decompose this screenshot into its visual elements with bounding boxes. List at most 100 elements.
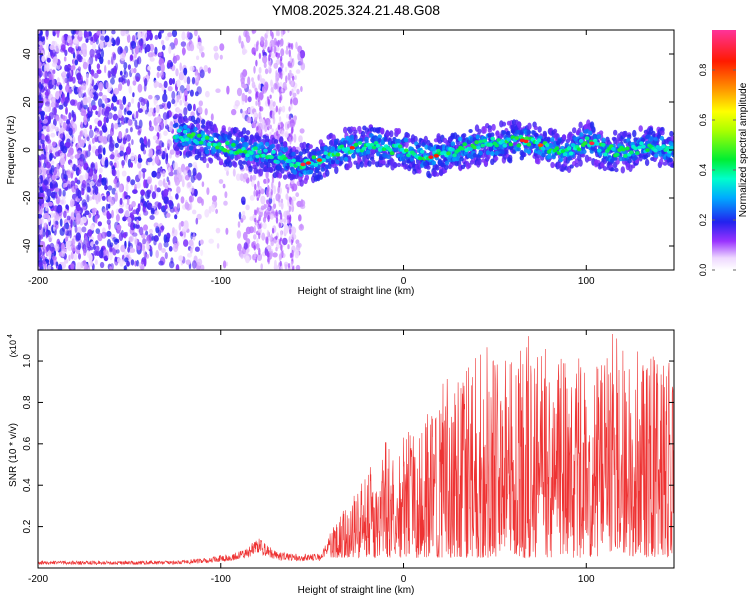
spectrogram-noise-dot <box>125 128 129 134</box>
spectrogram-signal-cell <box>323 146 328 152</box>
spectrogram-signal-cell <box>506 137 512 142</box>
spectrogram-noise-dot <box>168 78 173 86</box>
spectrogram-noise-dot <box>50 179 56 189</box>
spectrogram-noise-dot <box>66 70 71 78</box>
spectrogram-noise-dot <box>40 175 43 185</box>
spectrogram-noise-dot <box>95 240 99 245</box>
spectrogram-noise-dot <box>62 114 66 120</box>
spectrogram-noise-dot <box>153 222 159 228</box>
spectrogram-noise-dot <box>55 90 60 100</box>
spectrogram-noise-dot <box>109 251 113 261</box>
spectrogram-noise-dot <box>98 249 104 259</box>
spectrogram-noise-dot <box>44 106 50 113</box>
spectrogram-signal-cell <box>516 143 522 148</box>
spectrogram-noise-dot <box>98 195 101 203</box>
spectrogram-signal-cell <box>544 143 550 148</box>
spectrogram-noise-dot <box>246 116 252 124</box>
spectrogram-noise-dot <box>235 173 241 181</box>
spectrogram-noise-dot <box>171 30 178 38</box>
spectrogram-signal-cell <box>279 136 284 144</box>
snr-y-tick-label: 0.4 <box>22 478 33 492</box>
spectrogram-signal-cell <box>490 136 496 141</box>
spectrogram-noise-dot <box>145 44 151 53</box>
spectrogram-noise-dot <box>112 169 117 177</box>
spectrogram-noise-dot <box>279 95 282 104</box>
spectrogram-noise-dot <box>61 146 68 154</box>
spectrogram-noise-dot <box>116 169 120 179</box>
spectrogram-noise-dot <box>91 79 95 87</box>
spectrogram-noise-dot <box>115 214 120 222</box>
spectrogram-noise-dot <box>262 222 267 230</box>
spectrogram-noise-dot <box>96 49 101 56</box>
spectrogram-noise-dot <box>99 130 103 136</box>
spectrogram-noise-dot <box>63 183 66 188</box>
spectrogram-noise-dot <box>44 135 50 142</box>
spectrogram-noise-dot <box>112 53 117 61</box>
spectrogram-signal-cell <box>205 149 210 155</box>
spectrogram-signal-cell <box>245 153 250 158</box>
spectrogram-noise-dot <box>71 238 75 248</box>
spectrogram-noise-dot <box>189 202 193 210</box>
spectrogram-noise-dot <box>86 264 90 270</box>
spectrogram-signal-cell <box>561 134 567 140</box>
spectrogram-noise-dot <box>295 41 298 50</box>
spectrogram-signal-cell <box>550 161 555 169</box>
spectrogram-noise-dot <box>91 105 97 111</box>
spectrogram-signal-cell <box>641 144 646 149</box>
spectrogram-noise-dot <box>192 161 198 169</box>
spectrogram-noise-dot <box>197 106 203 114</box>
spectrogram-signal-cell <box>501 130 507 136</box>
spectrogram-noise-dot <box>105 81 109 89</box>
spectrogram-signal-cell <box>289 162 295 167</box>
spectrogram-noise-dot <box>285 49 289 55</box>
spectrogram-signal-cell <box>670 135 674 142</box>
spectrogram-signal-cell <box>403 137 409 143</box>
spectrogram-noise-dot <box>146 202 153 210</box>
spectrogram-noise-dot <box>72 253 78 261</box>
spectrogram-noise-dot <box>279 89 282 98</box>
spectrogram-noise-dot <box>119 197 123 206</box>
spectrogram-signal-cell <box>594 141 600 146</box>
spectrogram-signal-cell <box>284 146 289 152</box>
spectrogram-noise-dot <box>284 66 288 73</box>
spectrogram-noise-dot <box>94 130 98 138</box>
spectrogram-noise-dot <box>150 207 155 215</box>
spectrogram-noise-dot <box>38 205 43 215</box>
spectrogram-noise-dot <box>187 181 192 188</box>
spectrogram-noise-dot <box>234 100 240 107</box>
spectrogram-noise-dot <box>45 144 48 153</box>
spectrogram-signal-cell <box>440 154 445 159</box>
spectrogram-signal-cell <box>209 137 214 142</box>
spectrogram-noise-dot <box>123 62 128 70</box>
spectrogram-noise-dot <box>148 120 152 128</box>
spectrogram-signal-cell <box>517 121 522 129</box>
spectrogram-noise-dot <box>76 206 81 211</box>
spectrogram-signal-cell <box>249 151 254 155</box>
spectrogram-noise-dot <box>54 126 60 132</box>
spectrogram-noise-dot <box>268 206 271 211</box>
spectrogram-noise-dot <box>203 65 209 73</box>
spectrogram-noise-dot <box>173 161 179 171</box>
spectrogram-signal-cell <box>213 126 219 135</box>
spectrogram-noise-dot <box>54 43 61 53</box>
spectrogram-signal-cell <box>375 143 381 148</box>
spectrogram-noise-dot <box>82 46 88 56</box>
spectrogram-signal-cell <box>304 174 309 181</box>
spectrogram-noise-dot <box>145 230 149 236</box>
spectrogram-noise-dot <box>102 147 106 156</box>
spectrogram-signal-cell <box>536 153 541 159</box>
spectrogram-noise-dot <box>279 40 282 48</box>
spectrogram-noise-dot <box>110 77 115 85</box>
spectrogram-signal-cell <box>387 148 393 152</box>
spectrogram-noise-dot <box>70 263 75 270</box>
spectrogram-noise-dot <box>99 56 104 65</box>
spectrogram-noise-dot <box>277 67 282 74</box>
spectrogram-noise-dot <box>86 136 90 142</box>
spectrogram-signal-cell <box>540 146 546 151</box>
spectrogram-noise-dot <box>58 188 62 197</box>
spectrogram-noise-dot <box>168 246 173 252</box>
spectrogram-noise-dot <box>158 202 161 210</box>
spectrogram-noise-dot <box>242 210 246 216</box>
spectrogram-noise-dot <box>70 219 73 228</box>
